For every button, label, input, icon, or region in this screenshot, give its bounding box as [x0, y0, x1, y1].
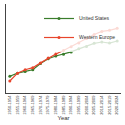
svg-text:1970-1974: 1970-1974 [38, 95, 43, 115]
svg-text:2000-2004: 2000-2004 [84, 95, 89, 115]
svg-text:Western Europe: Western Europe [79, 34, 115, 40]
svg-text:1950-1954: 1950-1954 [7, 95, 12, 115]
svg-text:1985-1989: 1985-1989 [61, 95, 66, 115]
svg-text:2005-2009: 2005-2009 [91, 95, 96, 115]
svg-text:2010-2014: 2010-2014 [99, 95, 104, 115]
svg-text:1980-1984: 1980-1984 [53, 95, 58, 115]
svg-text:2015-2019: 2015-2019 [107, 95, 112, 115]
svg-text:1975-1979: 1975-1979 [45, 95, 50, 115]
svg-text:1960-1964: 1960-1964 [22, 95, 27, 115]
svg-text:Year: Year [57, 115, 69, 121]
svg-text:1995-1999: 1995-1999 [76, 95, 81, 115]
svg-text:1990-1994: 1990-1994 [68, 95, 73, 115]
svg-text:1965-1969: 1965-1969 [30, 95, 35, 115]
svg-text:2020-2024: 2020-2024 [114, 95, 119, 115]
svg-text:United States: United States [79, 15, 110, 21]
svg-text:1955-1959: 1955-1959 [15, 95, 20, 115]
